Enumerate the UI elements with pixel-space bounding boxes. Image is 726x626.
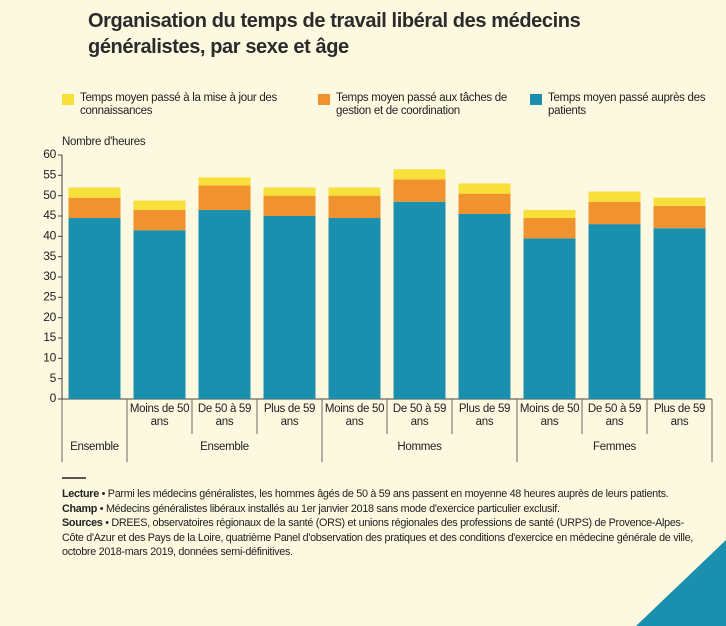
y-tick-label: 25 — [43, 290, 56, 304]
group-label: Ensemble — [70, 441, 119, 453]
bar-segment — [523, 218, 576, 239]
bar-segment — [458, 183, 511, 194]
bar-segment — [263, 216, 316, 399]
bar-segment — [653, 205, 706, 229]
legend-label: Temps moyen passé aux tâches de gestion … — [336, 92, 507, 117]
bar-segment — [523, 209, 576, 219]
bar-segment — [68, 197, 121, 219]
note: Sources • DREES, observatoires régionaux… — [62, 516, 702, 560]
corner-decoration — [636, 540, 726, 626]
y-tick-label: 30 — [43, 269, 56, 283]
y-tick-label: 5 — [50, 371, 57, 385]
y-tick-label: 15 — [43, 330, 56, 344]
legend-swatch — [530, 94, 542, 105]
y-tick-label: 60 — [43, 147, 56, 161]
bar-segment — [393, 179, 446, 202]
x-tick-label: Plus de 59 ans — [458, 403, 511, 428]
bar-segment — [68, 187, 121, 198]
y-tick-label: 55 — [43, 168, 56, 182]
y-tick-label: 40 — [43, 229, 56, 243]
bar-segment — [198, 177, 251, 186]
x-tick-label: Plus de 59 ans — [653, 403, 706, 428]
bar-segment — [328, 187, 381, 196]
y-tick-label: 20 — [43, 310, 56, 324]
bar-segment — [198, 209, 251, 399]
bar-segment — [523, 238, 576, 399]
x-tick-label: Moins de 50 ans — [129, 403, 190, 428]
x-tick-label: Plus de 59 ans — [263, 403, 316, 428]
bar-segment — [653, 197, 706, 206]
note-label: Lecture — [62, 488, 99, 500]
group-label: Hommes — [397, 441, 442, 453]
bar-segment — [458, 193, 511, 214]
bar-segment — [68, 218, 121, 399]
x-tick-label: De 50 à 59 ans — [392, 403, 447, 428]
y-tick-label: 45 — [43, 208, 56, 222]
chart-title: Organisation du temps de travail libéral… — [88, 10, 581, 58]
note-text: • Parmi les médecins généralistes, les h… — [101, 488, 669, 500]
legend-swatch — [62, 94, 74, 105]
legend-swatch — [318, 94, 330, 105]
y-tick-label: 50 — [43, 188, 56, 202]
legend-label: Temps moyen passé auprès des patients — [548, 92, 706, 117]
bar-segment — [263, 195, 316, 216]
bar-segment — [458, 213, 511, 399]
note-label: Champ — [62, 502, 98, 515]
y-tick-label: 10 — [43, 351, 56, 365]
note: Lecture • Parmi les médecins généraliste… — [62, 487, 702, 502]
group-label: Femmes — [593, 441, 636, 453]
bar-segment — [393, 201, 446, 399]
bar-segment — [328, 218, 381, 399]
bar-segment — [133, 209, 186, 231]
y-tick-label: 35 — [43, 249, 56, 263]
bar-segment — [653, 228, 706, 399]
legend-label: Temps moyen passé à la mise à jour des c… — [80, 92, 277, 117]
y-tick-label: 0 — [50, 391, 57, 405]
group-label: Ensemble — [200, 441, 249, 453]
bar-segment — [393, 169, 446, 180]
bar-segment — [133, 200, 186, 210]
x-tick-label: Moins de 50 ans — [324, 403, 385, 428]
bar-segment — [588, 201, 641, 225]
bar-segment — [588, 224, 641, 399]
note-text: • Médecins généralistes libéraux install… — [99, 502, 560, 515]
note-text: • DREES, observatoires régionaux de la s… — [62, 517, 693, 558]
x-tick-label: De 50 à 59 ans — [197, 403, 252, 428]
note: Champ • Médecins généralistes libéraux i… — [62, 502, 702, 517]
note-label: Sources — [62, 517, 103, 529]
x-tick-label: De 50 à 59 ans — [587, 403, 642, 428]
bar-segment — [588, 191, 641, 202]
y-axis-label: Nombre d'heures — [62, 136, 146, 148]
bar-segment — [328, 195, 381, 219]
bar-segment — [198, 185, 251, 210]
bar-segment — [133, 230, 186, 399]
notes: Lecture • Parmi les médecins généraliste… — [62, 487, 702, 560]
bar-segment — [263, 187, 316, 196]
x-tick-label: Moins de 50 ans — [519, 403, 580, 428]
